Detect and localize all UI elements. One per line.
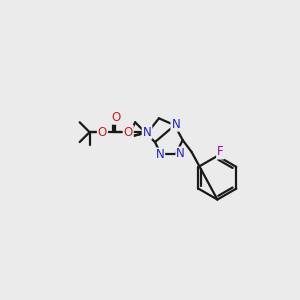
Text: N: N (143, 126, 152, 139)
Text: N: N (176, 148, 185, 160)
Text: O: O (98, 126, 107, 139)
Text: O: O (112, 111, 121, 124)
Text: N: N (171, 118, 180, 131)
Text: N: N (155, 148, 164, 161)
Text: O: O (124, 126, 133, 139)
Text: F: F (217, 146, 224, 158)
